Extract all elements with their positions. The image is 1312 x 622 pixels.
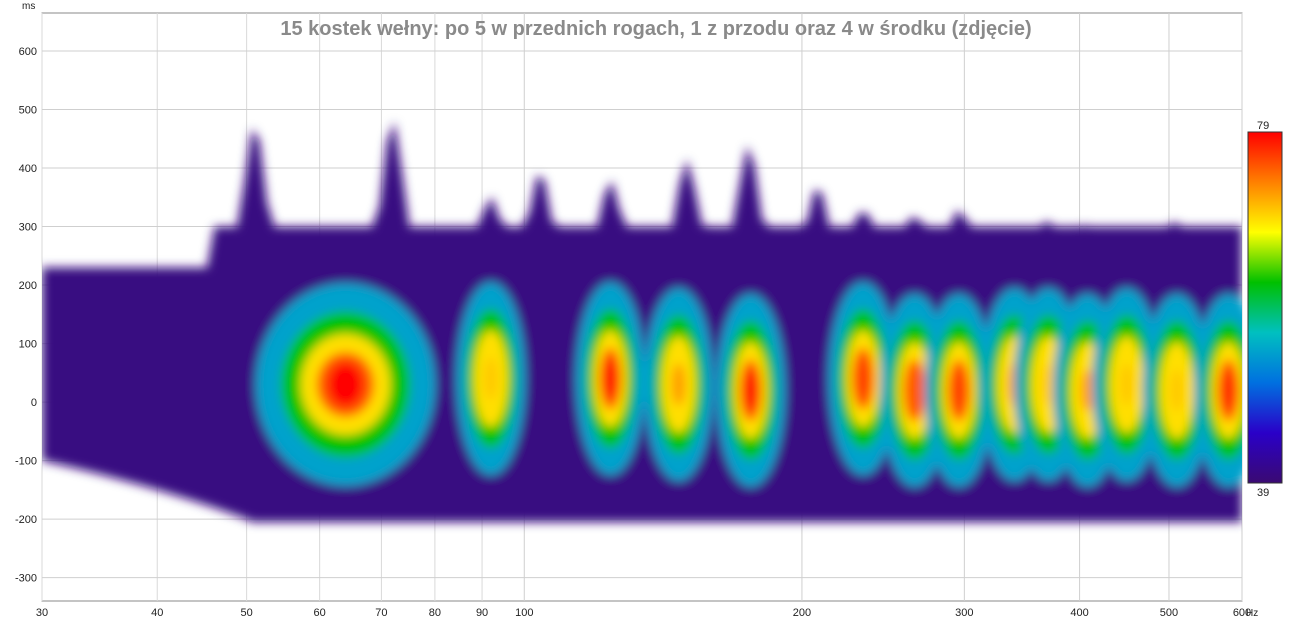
- hot-spot-core: [1221, 369, 1236, 412]
- x-tick-label: 100: [515, 607, 533, 619]
- x-tick-label: 500: [1160, 607, 1178, 619]
- x-axis-unit: Hz: [1246, 608, 1258, 619]
- hot-spot-core: [671, 363, 686, 406]
- x-tick-label: 200: [793, 607, 811, 619]
- y-tick-label: 500: [19, 105, 37, 117]
- hot-spot-core: [327, 362, 364, 407]
- y-tick-label: 0: [31, 397, 37, 409]
- hot-spot-core: [1041, 363, 1056, 406]
- x-tick-label: 80: [429, 607, 441, 619]
- x-tick-label: 70: [375, 607, 387, 619]
- x-tick-label: 400: [1070, 607, 1088, 619]
- hot-spot-core: [1169, 369, 1184, 412]
- hot-spot-core: [483, 357, 498, 400]
- y-tick-label: 600: [19, 46, 37, 58]
- y-tick-label: -300: [15, 573, 37, 585]
- hot-spot-core: [743, 369, 758, 412]
- hot-spot-core: [603, 357, 618, 400]
- y-tick-label: 200: [19, 280, 37, 292]
- x-tick-label: 300: [955, 607, 973, 619]
- x-tick-label: 600: [1233, 607, 1251, 619]
- hot-spot-core: [1080, 369, 1095, 412]
- axis-ticks: 30 40 50 60 70 80 90 100 200 300 400 500 600 600 500 40…: [15, 46, 1251, 619]
- y-tick-label: -200: [15, 514, 37, 526]
- x-tick-label: 90: [476, 607, 488, 619]
- y-axis-unit: ms: [22, 1, 35, 12]
- x-tick-label: 60: [314, 607, 326, 619]
- x-tick-label: 50: [240, 607, 252, 619]
- x-tick-label: 40: [151, 607, 163, 619]
- colorbar: [1247, 131, 1283, 484]
- hot-spot-core: [907, 369, 922, 412]
- y-tick-label: 100: [19, 339, 37, 351]
- spectrogram-surface: [42, 121, 1242, 523]
- colorbar-max-label: 79: [1257, 120, 1269, 132]
- hot-spot-core: [952, 369, 966, 412]
- surface-body: [42, 121, 1242, 523]
- hot-spot-core: [856, 357, 871, 400]
- y-tick-label: 400: [19, 163, 37, 175]
- x-tick-label: 30: [36, 607, 48, 619]
- y-tick-label: -100: [15, 456, 37, 468]
- colorbar-min-label: 39: [1257, 487, 1269, 499]
- y-tick-label: 300: [19, 222, 37, 234]
- hot-spot-core: [1119, 363, 1134, 406]
- chart-title: 15 kostek wełny: po 5 w przednich rogach…: [280, 18, 1031, 40]
